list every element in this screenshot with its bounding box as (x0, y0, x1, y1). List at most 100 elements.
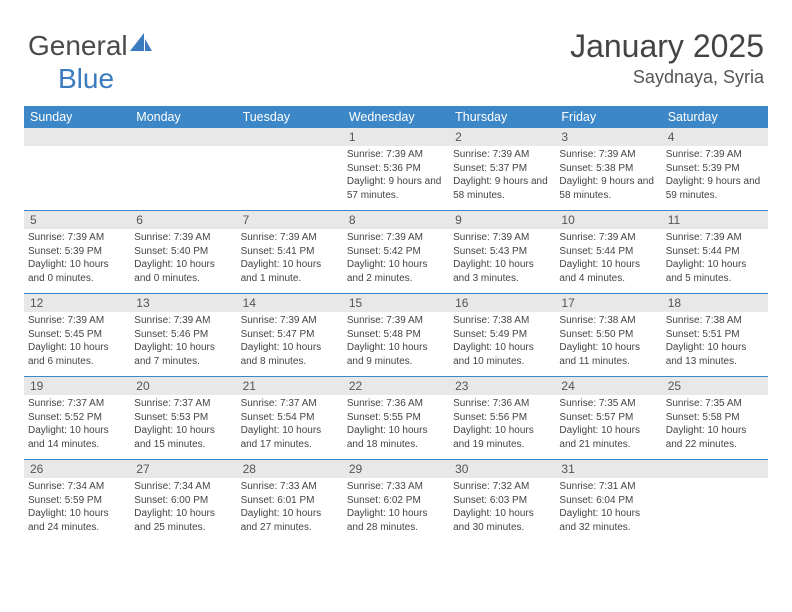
weekday-header: Monday (130, 106, 236, 128)
day-info: Sunrise: 7:39 AMSunset: 5:48 PMDaylight:… (343, 312, 449, 372)
day-number: 11 (662, 211, 768, 229)
calendar-cell: 4Sunrise: 7:39 AMSunset: 5:39 PMDaylight… (662, 128, 768, 210)
weekday-header-row: SundayMondayTuesdayWednesdayThursdayFrid… (24, 106, 768, 128)
calendar-cell: 30Sunrise: 7:32 AMSunset: 6:03 PMDayligh… (449, 460, 555, 542)
day-info: Sunrise: 7:38 AMSunset: 5:49 PMDaylight:… (449, 312, 555, 372)
day-info: Sunrise: 7:39 AMSunset: 5:46 PMDaylight:… (130, 312, 236, 372)
day-number: 1 (343, 128, 449, 146)
day-info: Sunrise: 7:39 AMSunset: 5:44 PMDaylight:… (662, 229, 768, 289)
day-info: Sunrise: 7:39 AMSunset: 5:39 PMDaylight:… (662, 146, 768, 206)
calendar-cell: 25Sunrise: 7:35 AMSunset: 5:58 PMDayligh… (662, 377, 768, 459)
day-number: 15 (343, 294, 449, 312)
calendar-cell (662, 460, 768, 542)
calendar-cell: 31Sunrise: 7:31 AMSunset: 6:04 PMDayligh… (555, 460, 661, 542)
day-info: Sunrise: 7:37 AMSunset: 5:54 PMDaylight:… (237, 395, 343, 455)
calendar-cell: 12Sunrise: 7:39 AMSunset: 5:45 PMDayligh… (24, 294, 130, 376)
weekday-header: Thursday (449, 106, 555, 128)
calendar-cell (24, 128, 130, 210)
day-number: 27 (130, 460, 236, 478)
day-info: Sunrise: 7:39 AMSunset: 5:40 PMDaylight:… (130, 229, 236, 289)
calendar-week: 12Sunrise: 7:39 AMSunset: 5:45 PMDayligh… (24, 294, 768, 377)
calendar-cell: 5Sunrise: 7:39 AMSunset: 5:39 PMDaylight… (24, 211, 130, 293)
day-info: Sunrise: 7:37 AMSunset: 5:52 PMDaylight:… (24, 395, 130, 455)
day-number: 9 (449, 211, 555, 229)
day-info: Sunrise: 7:36 AMSunset: 5:55 PMDaylight:… (343, 395, 449, 455)
calendar-cell: 6Sunrise: 7:39 AMSunset: 5:40 PMDaylight… (130, 211, 236, 293)
day-info: Sunrise: 7:36 AMSunset: 5:56 PMDaylight:… (449, 395, 555, 455)
weekday-header: Saturday (662, 106, 768, 128)
day-number: 22 (343, 377, 449, 395)
calendar-week: 19Sunrise: 7:37 AMSunset: 5:52 PMDayligh… (24, 377, 768, 460)
calendar-cell: 28Sunrise: 7:33 AMSunset: 6:01 PMDayligh… (237, 460, 343, 542)
day-number: 24 (555, 377, 661, 395)
calendar-cell: 26Sunrise: 7:34 AMSunset: 5:59 PMDayligh… (24, 460, 130, 542)
day-info: Sunrise: 7:31 AMSunset: 6:04 PMDaylight:… (555, 478, 661, 538)
day-number: 30 (449, 460, 555, 478)
day-info: Sunrise: 7:38 AMSunset: 5:50 PMDaylight:… (555, 312, 661, 372)
weeks-container: 1Sunrise: 7:39 AMSunset: 5:36 PMDaylight… (24, 128, 768, 542)
calendar-week: 26Sunrise: 7:34 AMSunset: 5:59 PMDayligh… (24, 460, 768, 542)
calendar-cell: 23Sunrise: 7:36 AMSunset: 5:56 PMDayligh… (449, 377, 555, 459)
day-number: 14 (237, 294, 343, 312)
day-number: 3 (555, 128, 661, 146)
calendar-grid: SundayMondayTuesdayWednesdayThursdayFrid… (24, 106, 768, 542)
day-info: Sunrise: 7:32 AMSunset: 6:03 PMDaylight:… (449, 478, 555, 538)
calendar-week: 5Sunrise: 7:39 AMSunset: 5:39 PMDaylight… (24, 211, 768, 294)
calendar-cell: 9Sunrise: 7:39 AMSunset: 5:43 PMDaylight… (449, 211, 555, 293)
day-number: 19 (24, 377, 130, 395)
calendar-cell: 18Sunrise: 7:38 AMSunset: 5:51 PMDayligh… (662, 294, 768, 376)
calendar-cell: 2Sunrise: 7:39 AMSunset: 5:37 PMDaylight… (449, 128, 555, 210)
day-info: Sunrise: 7:33 AMSunset: 6:01 PMDaylight:… (237, 478, 343, 538)
weekday-header: Sunday (24, 106, 130, 128)
day-number: 13 (130, 294, 236, 312)
day-info: Sunrise: 7:39 AMSunset: 5:41 PMDaylight:… (237, 229, 343, 289)
brand-part1: General (28, 30, 128, 61)
calendar-cell (130, 128, 236, 210)
calendar-cell: 14Sunrise: 7:39 AMSunset: 5:47 PMDayligh… (237, 294, 343, 376)
day-number: 16 (449, 294, 555, 312)
day-number: 8 (343, 211, 449, 229)
weekday-header: Tuesday (237, 106, 343, 128)
calendar-cell: 17Sunrise: 7:38 AMSunset: 5:50 PMDayligh… (555, 294, 661, 376)
day-info: Sunrise: 7:39 AMSunset: 5:43 PMDaylight:… (449, 229, 555, 289)
day-number: 7 (237, 211, 343, 229)
calendar-cell: 8Sunrise: 7:39 AMSunset: 5:42 PMDaylight… (343, 211, 449, 293)
day-number: 10 (555, 211, 661, 229)
day-number: 18 (662, 294, 768, 312)
calendar-cell: 13Sunrise: 7:39 AMSunset: 5:46 PMDayligh… (130, 294, 236, 376)
calendar-cell: 21Sunrise: 7:37 AMSunset: 5:54 PMDayligh… (237, 377, 343, 459)
day-number (24, 128, 130, 146)
calendar-cell: 27Sunrise: 7:34 AMSunset: 6:00 PMDayligh… (130, 460, 236, 542)
calendar-cell (237, 128, 343, 210)
brand-logo: General Blue (28, 30, 152, 95)
calendar-cell: 1Sunrise: 7:39 AMSunset: 5:36 PMDaylight… (343, 128, 449, 210)
day-info: Sunrise: 7:39 AMSunset: 5:39 PMDaylight:… (24, 229, 130, 289)
calendar-cell: 7Sunrise: 7:39 AMSunset: 5:41 PMDaylight… (237, 211, 343, 293)
calendar-cell: 10Sunrise: 7:39 AMSunset: 5:44 PMDayligh… (555, 211, 661, 293)
day-info: Sunrise: 7:39 AMSunset: 5:44 PMDaylight:… (555, 229, 661, 289)
brand-part2: Blue (58, 63, 114, 94)
day-number: 25 (662, 377, 768, 395)
day-info: Sunrise: 7:35 AMSunset: 5:57 PMDaylight:… (555, 395, 661, 455)
calendar-week: 1Sunrise: 7:39 AMSunset: 5:36 PMDaylight… (24, 128, 768, 211)
day-number: 20 (130, 377, 236, 395)
day-info: Sunrise: 7:34 AMSunset: 5:59 PMDaylight:… (24, 478, 130, 538)
day-info: Sunrise: 7:39 AMSunset: 5:36 PMDaylight:… (343, 146, 449, 206)
day-number: 17 (555, 294, 661, 312)
logo-sail-icon (130, 33, 152, 51)
calendar-cell: 3Sunrise: 7:39 AMSunset: 5:38 PMDaylight… (555, 128, 661, 210)
calendar-header: January 2025 Saydnaya, Syria (570, 28, 764, 88)
day-number (237, 128, 343, 146)
calendar-cell: 24Sunrise: 7:35 AMSunset: 5:57 PMDayligh… (555, 377, 661, 459)
day-info: Sunrise: 7:39 AMSunset: 5:47 PMDaylight:… (237, 312, 343, 372)
day-info: Sunrise: 7:35 AMSunset: 5:58 PMDaylight:… (662, 395, 768, 455)
day-number: 2 (449, 128, 555, 146)
calendar-cell: 11Sunrise: 7:39 AMSunset: 5:44 PMDayligh… (662, 211, 768, 293)
weekday-header: Wednesday (343, 106, 449, 128)
day-number: 31 (555, 460, 661, 478)
day-number: 4 (662, 128, 768, 146)
day-number: 5 (24, 211, 130, 229)
day-number: 23 (449, 377, 555, 395)
location-label: Saydnaya, Syria (570, 67, 764, 88)
calendar-cell: 16Sunrise: 7:38 AMSunset: 5:49 PMDayligh… (449, 294, 555, 376)
